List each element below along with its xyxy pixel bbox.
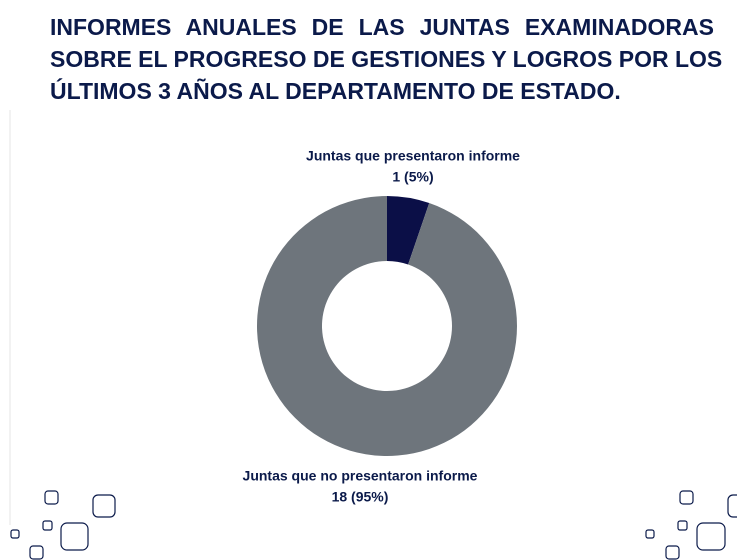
category-label: Juntas que presentaron informe <box>306 148 520 164</box>
donut-segment <box>387 196 430 265</box>
data-label: 1 (5%) <box>392 169 433 185</box>
decoration <box>10 490 737 560</box>
donut-segment <box>257 196 517 457</box>
title-line: INFORMES ANUALES DE LAS JUNTAS EXAMINADO… <box>50 14 714 40</box>
title-line: SOBRE EL PROGRESO DE GESTIONES Y LOGROS … <box>50 46 723 72</box>
title-line: ÚLTIMOS 3 AÑOS AL DEPARTAMENTO DE ESTADO… <box>50 78 621 104</box>
category-label: Juntas que no presentaron informe <box>243 468 478 484</box>
data-label: 18 (95%) <box>332 489 389 505</box>
